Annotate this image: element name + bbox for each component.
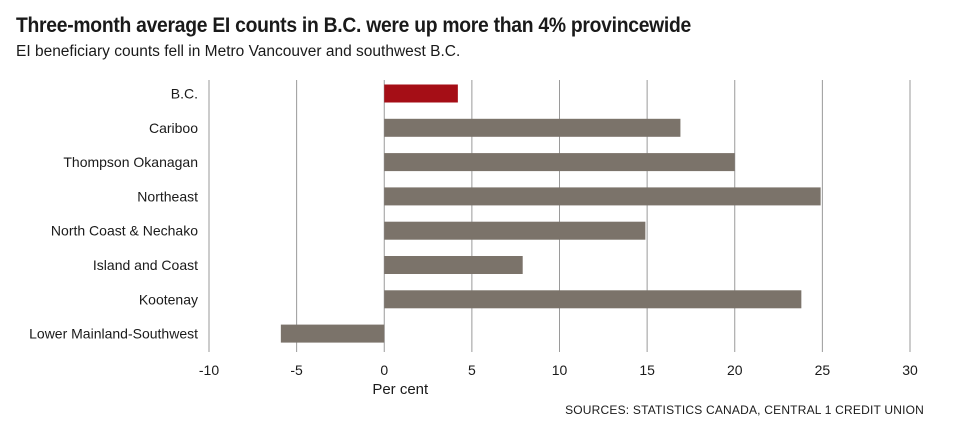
bar-lower-mainland-southwest: [280, 324, 385, 343]
source-note: SOURCES: STATISTICS CANADA, CENTRAL 1 CR…: [565, 403, 924, 417]
category-label: Kootenay: [139, 291, 198, 307]
x-tick-label: 20: [727, 362, 743, 378]
x-tick-label: 25: [815, 362, 831, 378]
category-label: Island and Coast: [93, 257, 198, 273]
category-label: North Coast & Nechako: [51, 223, 198, 239]
category-label: Northeast: [137, 188, 198, 204]
chart-subtitle: EI beneficiary counts fell in Metro Vanc…: [16, 43, 461, 60]
category-labels: B.C. Cariboo Thompson Okanagan Northeast Nor…: [29, 86, 198, 342]
bar-thompson-okanagan: [384, 153, 735, 172]
x-axis-title: Per cent: [372, 381, 429, 398]
x-tick-label: 5: [468, 362, 476, 378]
category-label: Thompson Okanagan: [63, 154, 198, 170]
x-tick-label: 30: [902, 362, 918, 378]
x-tick-label: 10: [552, 362, 568, 378]
x-tick-label: -5: [290, 362, 303, 378]
category-label: B.C.: [171, 86, 198, 102]
bar-north-coast-nechako: [384, 221, 646, 240]
x-tick-label: 15: [639, 362, 655, 378]
bar-island-and-coast: [384, 256, 523, 274]
x-tick-label: 0: [380, 362, 388, 378]
category-label: Cariboo: [149, 120, 198, 136]
bar-northeast: [384, 187, 821, 206]
category-label: Lower Mainland-Southwest: [29, 326, 198, 342]
x-tick-label: -10: [199, 362, 219, 378]
bar-kootenay: [384, 290, 802, 309]
chart-title: Three-month average EI counts in B.C. we…: [16, 14, 692, 37]
x-tick-labels: -10 -5 0 5 10 15 20 25 30: [199, 362, 918, 378]
bars: [280, 84, 821, 343]
bar-cariboo: [384, 118, 681, 137]
bar-b-c: [384, 84, 458, 103]
